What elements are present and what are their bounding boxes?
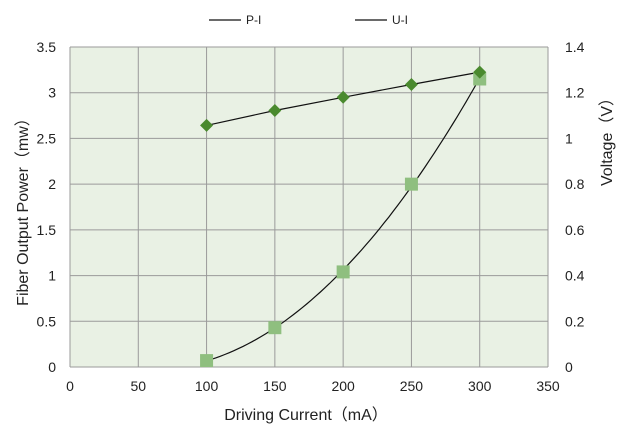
x-axis-ticks: 0 50 100 150 200 250 300 350 bbox=[66, 378, 560, 394]
legend-label-p-i: P-I bbox=[246, 13, 261, 27]
x-tick-label: 0 bbox=[66, 378, 74, 394]
y-axis-title: Fiber Output Power（mw） bbox=[14, 110, 32, 306]
y2-axis-title: Voltage（V） bbox=[598, 90, 616, 186]
x-tick-label: 250 bbox=[400, 378, 424, 394]
y-tick-label: 1 bbox=[48, 268, 56, 284]
data-point-u-i bbox=[336, 90, 350, 104]
x-tick-label: 150 bbox=[263, 378, 287, 394]
legend-label-u-i: U-I bbox=[392, 13, 408, 27]
plot-area bbox=[70, 47, 548, 367]
data-point-p-i bbox=[404, 177, 418, 191]
x-axis-title: Driving Current（mA） bbox=[224, 406, 388, 424]
data-point-p-i bbox=[336, 265, 350, 279]
y-axis-ticks: 0 0.5 1 1.5 2 2.5 3 3.5 bbox=[37, 39, 57, 375]
data-point-u-i bbox=[473, 65, 487, 79]
data-point-u-i bbox=[200, 118, 214, 132]
y2-tick-label: 1.2 bbox=[565, 85, 585, 101]
y2-tick-label: 1 bbox=[565, 130, 573, 146]
data-point-p-i bbox=[268, 321, 282, 335]
y-tick-label: 3 bbox=[48, 85, 56, 101]
x-tick-label: 100 bbox=[195, 378, 219, 394]
y-tick-label: 0 bbox=[48, 359, 56, 375]
x-tick-label: 300 bbox=[468, 378, 492, 394]
y2-tick-label: 1.4 bbox=[565, 39, 585, 55]
x-tick-label: 350 bbox=[536, 378, 560, 394]
y2-tick-label: 0 bbox=[565, 359, 573, 375]
legend: P-I U-I bbox=[209, 13, 408, 27]
y2-tick-label: 0.6 bbox=[565, 222, 585, 238]
y-tick-label: 2.5 bbox=[37, 130, 57, 146]
data-point-u-i bbox=[268, 104, 282, 118]
x-tick-label: 200 bbox=[331, 378, 355, 394]
y2-tick-label: 0.8 bbox=[565, 176, 585, 192]
data-point-u-i bbox=[404, 77, 418, 91]
x-tick-label: 50 bbox=[130, 378, 146, 394]
y2-tick-label: 0.2 bbox=[565, 313, 585, 329]
gridlines bbox=[69, 46, 549, 368]
y-tick-label: 3.5 bbox=[37, 39, 57, 55]
y-tick-label: 1.5 bbox=[37, 222, 57, 238]
y2-axis-ticks: 0 0.2 0.4 0.6 0.8 1 1.2 1.4 bbox=[565, 39, 585, 375]
y-tick-label: 2 bbox=[48, 176, 56, 192]
y2-tick-label: 0.4 bbox=[565, 268, 585, 284]
data-point-p-i bbox=[200, 354, 214, 368]
y-tick-label: 0.5 bbox=[37, 313, 57, 329]
series-markers bbox=[200, 65, 487, 368]
data-point-p-i bbox=[473, 72, 487, 86]
